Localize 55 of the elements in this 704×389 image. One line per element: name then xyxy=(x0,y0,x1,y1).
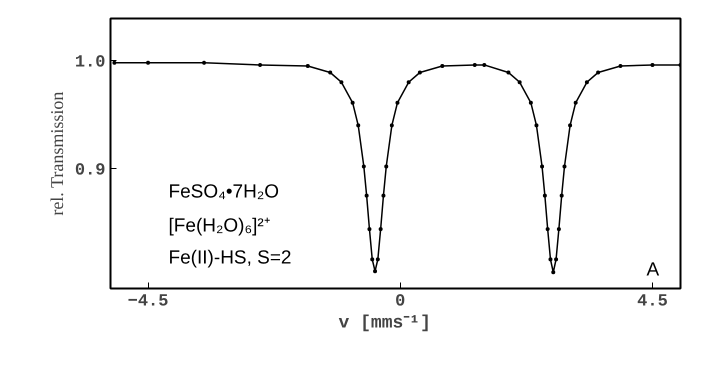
point xyxy=(568,123,572,128)
point xyxy=(376,257,380,262)
point xyxy=(584,80,589,84)
point xyxy=(406,80,411,84)
point xyxy=(546,227,550,232)
point xyxy=(384,164,388,168)
point xyxy=(339,80,344,84)
point xyxy=(574,100,578,105)
point xyxy=(418,70,422,74)
annotation: Fe(II)-HS, S=2 xyxy=(168,248,292,268)
point xyxy=(482,62,486,67)
point xyxy=(112,60,116,65)
y-axis-title: rel. Transmission xyxy=(46,92,67,216)
x-tick-label: 4.5 xyxy=(637,292,668,312)
point xyxy=(560,194,564,198)
point xyxy=(381,194,386,198)
point xyxy=(202,60,206,65)
point xyxy=(551,270,556,274)
point xyxy=(373,269,378,274)
point xyxy=(378,227,383,232)
point xyxy=(556,227,561,232)
point xyxy=(328,70,332,74)
point xyxy=(548,257,552,262)
point xyxy=(390,123,394,128)
point xyxy=(370,257,374,262)
point xyxy=(258,62,262,67)
point xyxy=(367,227,372,232)
point xyxy=(534,123,538,128)
point xyxy=(562,164,566,168)
point xyxy=(356,123,360,128)
point xyxy=(146,60,150,65)
y-tick-label: 0.9 xyxy=(74,162,106,181)
point xyxy=(528,100,533,105)
point xyxy=(395,100,400,105)
annotation: A xyxy=(646,260,660,280)
point xyxy=(650,62,654,67)
point xyxy=(362,164,366,168)
point xyxy=(518,80,522,84)
x-axis-title: v [mms⁻¹] xyxy=(338,314,431,334)
point xyxy=(364,194,369,198)
point xyxy=(542,194,547,198)
point xyxy=(540,164,544,168)
x-tick-label: 0 xyxy=(395,292,406,312)
x-tick-label: −4.5 xyxy=(128,292,168,312)
point xyxy=(596,70,600,74)
point xyxy=(618,64,623,68)
point xyxy=(472,62,477,67)
annotation: FeSO₄•7H₂O xyxy=(168,182,279,202)
point xyxy=(350,100,355,105)
point xyxy=(554,257,558,262)
y-tick-label: 1.0 xyxy=(74,54,106,73)
point xyxy=(306,64,310,68)
point xyxy=(506,70,510,74)
annotation: [Fe(H₂O)₆]²⁺ xyxy=(168,216,270,236)
point xyxy=(440,64,444,68)
